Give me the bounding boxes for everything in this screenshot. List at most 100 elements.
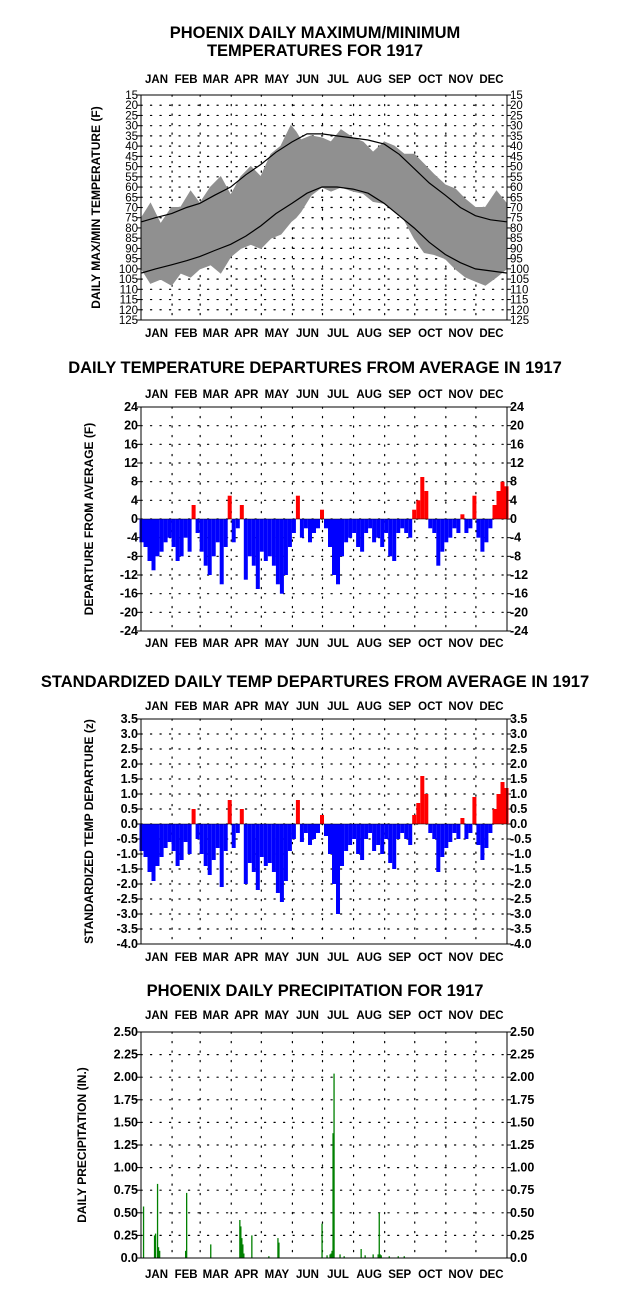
departure-bar-negative (151, 519, 156, 571)
y-tick-label-left: 1.50 (114, 1115, 138, 1129)
month-label-bottom: JUN (296, 952, 319, 964)
month-label-top: AUG (356, 701, 382, 713)
departure-bar-negative (436, 824, 441, 872)
month-label-bottom: DEC (479, 328, 503, 340)
month-label-bottom: APR (234, 952, 259, 964)
month-label-top: JAN (145, 74, 168, 86)
departure-bar-negative (203, 824, 208, 866)
precip-bar (331, 1250, 333, 1258)
precip-bar (268, 1256, 270, 1258)
month-label-bottom: DEC (479, 638, 503, 650)
departure-bar-negative (271, 824, 276, 872)
month-label-bottom: SEP (388, 638, 411, 650)
y-tick-label-right: -2.0 (510, 877, 532, 891)
departure-bar-negative (308, 519, 313, 543)
month-label-bottom: MAY (265, 1269, 290, 1281)
month-label-bottom: FEB (175, 1269, 198, 1281)
y-tick-label-right: 1.25 (510, 1138, 534, 1152)
month-label-top: JUN (296, 1010, 319, 1022)
month-label-top: AUG (356, 1010, 382, 1022)
departure-bar-negative (287, 519, 292, 547)
y-tick-label-right: 85 (510, 233, 523, 245)
departure-bar-negative (243, 824, 248, 884)
precip-bar (142, 1206, 145, 1258)
departure-bar-negative (171, 519, 176, 547)
month-label-top: DEC (479, 701, 503, 713)
month-label-top: JUL (327, 1010, 349, 1022)
y-tick-label-right: 2.0 (510, 757, 527, 771)
departure-bar-negative (207, 824, 212, 875)
departure-bar-negative (396, 824, 401, 839)
precip-bar (242, 1244, 244, 1258)
month-label-top: SEP (388, 701, 411, 713)
departure-bar-negative (404, 824, 409, 839)
month-label-bottom: JUN (296, 638, 319, 650)
y-axis-label: STANDARDIZED TEMP DEPARTURE (z) (82, 719, 96, 944)
month-label-top: FEB (175, 1010, 198, 1022)
y-tick-label-left: 105 (119, 274, 138, 286)
y-tick-label-right: 1.75 (510, 1093, 534, 1107)
y-tick-label-left: -2.5 (116, 892, 138, 906)
departure-bar-negative (199, 824, 204, 854)
precip-bar (372, 1254, 374, 1258)
departure-bar-negative (151, 824, 156, 881)
precip-bar (159, 1250, 161, 1258)
departure-bar-negative (468, 519, 473, 529)
departure-bar-negative (299, 824, 304, 842)
chart-title: PHOENIX DAILY PRECIPITATION FOR 1917 (147, 982, 484, 1000)
departure-bar-negative (219, 824, 224, 887)
month-label-bottom: AUG (356, 1269, 382, 1281)
departure-bar-positive (460, 514, 465, 519)
departure-bar-negative (263, 519, 268, 561)
y-tick-label-left: 4 (131, 493, 138, 507)
y-tick-label-right: 75 (510, 213, 523, 225)
month-label-bottom: SEP (388, 952, 411, 964)
month-label-top: NOV (448, 701, 473, 713)
departure-bar-negative (187, 519, 192, 552)
departure-bar-negative (372, 824, 377, 851)
departure-bar-negative (283, 519, 288, 575)
y-tick-label-left: 120 (119, 305, 138, 317)
y-tick-label-right: 35 (510, 131, 523, 143)
plot-frame (140, 1031, 508, 1259)
month-label-bottom: APR (234, 328, 259, 340)
y-tick-label-left: 16 (124, 437, 138, 451)
month-label-bottom: OCT (418, 1269, 442, 1281)
departure-bar-negative (336, 824, 341, 914)
departure-bar-negative (328, 824, 333, 854)
precip-bar (330, 1253, 332, 1258)
y-tick-label-left: -1.5 (116, 862, 138, 876)
y-axis-label: DAILY MAX/MIN TEMPERATURE (F) (89, 106, 103, 308)
departure-bar-negative (388, 824, 393, 863)
month-label-top: JAN (145, 701, 168, 713)
departure-bar-positive (227, 495, 232, 519)
month-label-bottom: JUL (327, 1269, 349, 1281)
month-label-top: OCT (418, 701, 442, 713)
y-tick-label-left: 0 (131, 512, 138, 526)
departure-bar-positive (500, 782, 505, 824)
departure-bar-negative (163, 824, 168, 848)
departure-bar-negative (215, 824, 220, 848)
month-label-top: SEP (388, 389, 411, 401)
precip-bar (380, 1255, 382, 1258)
month-label-top: JAN (145, 389, 168, 401)
y-tick-label-left: 1.5 (121, 772, 138, 786)
y-tick-label-left: 0.75 (114, 1183, 138, 1197)
departure-bar-negative (444, 824, 449, 848)
month-label-bottom: MAY (265, 328, 290, 340)
y-tick-label-left: 1.25 (114, 1138, 138, 1152)
departure-bar-negative (223, 824, 228, 851)
departure-bar-negative (368, 519, 373, 529)
departure-bar-negative (328, 519, 333, 547)
departure-bar-negative (312, 519, 317, 533)
y-tick-label-left: -24 (120, 624, 138, 638)
departure-bar-positive (424, 794, 429, 824)
month-label-top: DEC (479, 1010, 503, 1022)
y-tick-label-left: 2.0 (121, 757, 138, 771)
departure-bar-positive (424, 491, 429, 519)
month-label-bottom: JUL (327, 638, 349, 650)
y-tick-label-left: 0.5 (121, 802, 138, 816)
departure-bar-negative (464, 519, 469, 533)
y-tick-label-left: 0.25 (114, 1228, 138, 1242)
